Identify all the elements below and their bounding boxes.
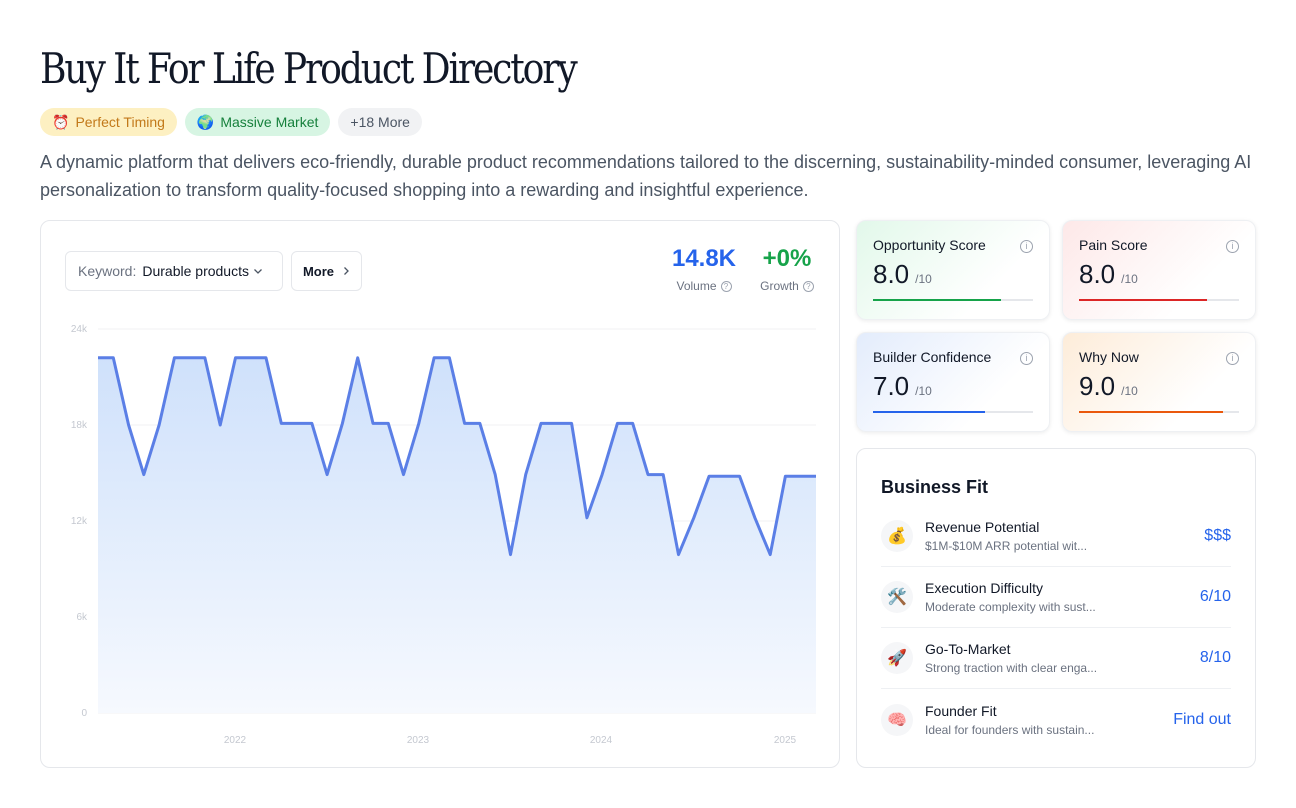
growth-label: Growth <box>760 279 799 293</box>
tag-label: Perfect Timing <box>75 114 165 130</box>
money-bag-icon: 💰 <box>881 520 913 552</box>
keyword-label: Keyword: <box>78 263 137 279</box>
globe-icon: 🌍 <box>196 113 215 130</box>
row-value: 8/10 <box>1199 649 1231 666</box>
volume-stat: 14.8K Volume? <box>659 245 749 293</box>
score-title: Opportunity Score <box>873 237 986 253</box>
builder-confidence-card: Builder Confidence i 7.0/10 <box>856 332 1050 432</box>
y-tick-label: 12k <box>71 516 88 527</box>
why-now-card: Why Now i 9.0/10 <box>1062 332 1256 432</box>
keyword-value: Durable products <box>142 263 249 279</box>
y-tick-label: 6k <box>76 612 88 623</box>
tools-icon: 🛠️ <box>881 581 913 613</box>
more-button-label: More <box>302 263 335 279</box>
volume-label: Volume <box>676 279 717 293</box>
help-icon[interactable]: ? <box>802 280 814 292</box>
help-icon[interactable]: ? <box>720 280 732 292</box>
tag-list: ⏰ Perfect Timing 🌍 Massive Market +18 Mo… <box>40 108 422 136</box>
series-line <box>98 356 816 557</box>
business-fit-card: Business Fit 💰 Revenue Potential $1M-$10… <box>856 448 1256 768</box>
tag-label: +18 More <box>350 114 410 130</box>
score-bar <box>1079 299 1239 301</box>
score-max: /10 <box>1121 272 1138 286</box>
score-bar-fill <box>1079 411 1223 413</box>
score-title: Why Now <box>1079 349 1139 365</box>
score-value: 9.0 <box>1079 371 1116 401</box>
tag-massive-market[interactable]: 🌍 Massive Market <box>184 108 331 136</box>
x-tick-label: 2022 <box>224 735 247 746</box>
business-fit-row-execution[interactable]: 🛠️ Execution Difficulty Moderate complex… <box>881 567 1231 628</box>
tag-more[interactable]: +18 More <box>338 108 422 136</box>
y-tick-label: 18k <box>71 420 88 431</box>
volume-value: 14.8K <box>671 245 737 272</box>
keyword-select[interactable]: Keyword: Durable products <box>65 251 283 291</box>
rocket-icon: 🚀 <box>881 642 913 674</box>
row-name: Go-To-Market <box>925 641 1011 657</box>
score-bar <box>873 299 1033 301</box>
business-fit-title: Business Fit <box>881 477 989 497</box>
score-bar <box>1079 411 1239 413</box>
row-name: Execution Difficulty <box>925 580 1044 596</box>
trend-chart-card: Keyword: Durable products More 14.8K Vol… <box>40 220 840 768</box>
row-subtitle: Strong traction with clear enga... <box>925 661 1098 675</box>
pain-score-card: Pain Score i 8.0/10 <box>1062 220 1256 320</box>
score-value: 7.0 <box>873 371 910 401</box>
tag-perfect-timing[interactable]: ⏰ Perfect Timing <box>40 108 177 136</box>
chevron-right-icon <box>344 267 349 275</box>
series-area <box>98 357 816 713</box>
info-icon[interactable]: i <box>1226 352 1239 365</box>
brain-icon: 🧠 <box>881 703 913 736</box>
find-out-link[interactable]: Find out <box>1173 710 1231 728</box>
row-name: Founder Fit <box>925 702 997 719</box>
score-bar-fill <box>873 299 1001 301</box>
row-subtitle: $1M-$10M ARR potential wit... <box>925 539 1088 553</box>
more-button[interactable]: More <box>291 251 362 291</box>
opportunity-score-card: Opportunity Score i 8.0/10 <box>856 220 1050 320</box>
row-name: Revenue Potential <box>925 519 1040 535</box>
row-subtitle: Ideal for founders with sustain... <box>925 722 1095 737</box>
y-tick-label: 0 <box>81 708 87 719</box>
business-fit-row-gtm[interactable]: 🚀 Go-To-Market Strong traction with clea… <box>881 628 1231 689</box>
row-value: $$$ <box>1204 527 1231 544</box>
business-fit-row-founder[interactable]: 🧠 Founder Fit Ideal for founders with su… <box>881 689 1231 750</box>
page-title: Buy It For Life Product Directory <box>40 44 578 93</box>
score-value: 8.0 <box>1079 259 1116 289</box>
page-description: A dynamic platform that delivers eco-fri… <box>40 152 1252 200</box>
info-icon[interactable]: i <box>1226 240 1239 253</box>
score-value: 8.0 <box>873 259 910 289</box>
info-icon[interactable]: i <box>1020 240 1033 253</box>
y-tick-label: 24k <box>71 324 88 335</box>
score-bar-fill <box>873 411 985 413</box>
info-icon[interactable]: i <box>1020 352 1033 365</box>
trend-chart: 0 6k 12k 18k 24k 2022 2023 2024 2025 <box>71 324 816 746</box>
x-tick-label: 2023 <box>407 735 430 746</box>
business-fit-row-revenue[interactable]: 💰 Revenue Potential $1M-$10M ARR potenti… <box>881 506 1231 567</box>
growth-value: +0% <box>762 245 812 272</box>
chevron-down-icon <box>254 269 262 274</box>
score-max: /10 <box>1121 384 1138 398</box>
score-bar <box>873 411 1033 413</box>
row-subtitle: Moderate complexity with sust... <box>925 600 1096 614</box>
growth-stat: +0% Growth? <box>751 245 823 293</box>
x-tick-label: 2024 <box>590 735 613 746</box>
score-max: /10 <box>915 272 932 286</box>
score-bar-fill <box>1079 299 1207 301</box>
score-max: /10 <box>915 384 932 398</box>
score-title: Builder Confidence <box>873 349 992 365</box>
score-title: Pain Score <box>1079 237 1148 253</box>
alarm-clock-icon: ⏰ <box>52 113 70 130</box>
x-tick-label: 2025 <box>774 735 797 746</box>
tag-label: Massive Market <box>220 114 319 130</box>
row-value: 6/10 <box>1199 588 1231 605</box>
